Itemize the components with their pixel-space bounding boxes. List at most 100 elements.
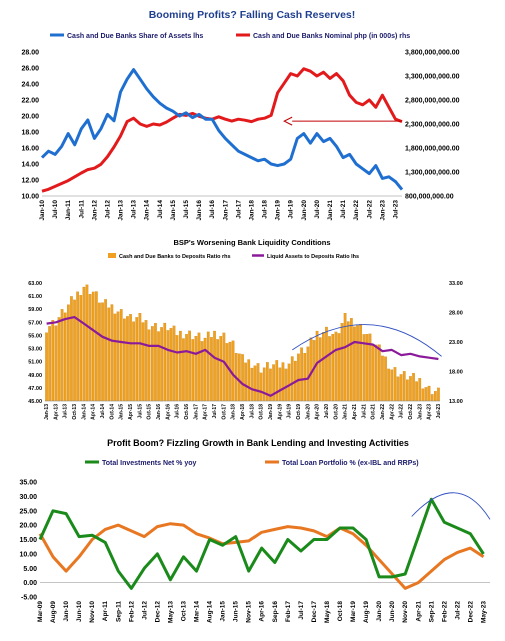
chart2-bar [374,344,378,402]
chart3-xtick: Jul-12 [141,601,148,620]
chart3-xtick: Dec-22 [467,601,474,623]
chart1-xtick: Jan-22 [353,200,360,221]
chart2-ytick-right: 33.00 [449,281,463,287]
chart1-xtick: Jan-12 [91,200,98,221]
chart1-legend-label-right: Cash and Due Banks Nominal php (in 000s)… [253,33,410,40]
chart2-xtick: Jul-15 [137,404,143,419]
chart3-xtick: Jan-20 [376,601,383,622]
chart3-xtick: Aug-14 [207,601,214,623]
chart3-xtick: Jan-10 [63,601,70,622]
chart2-xtick: Apr-15 [128,404,134,420]
chart1-xtick: Jul-21 [340,200,347,219]
chart2-bar [48,326,51,402]
chart3-xtick: May-23 [480,601,487,623]
chart2-bar [222,332,226,402]
chart2-bar [241,354,244,402]
chart2-bar [387,368,390,402]
chart3-xtick: Nov-15 [246,601,253,623]
chart2-bar [147,329,151,402]
chart1-xtick: Jan-10 [39,200,46,221]
chart3-xtick: Nov-20 [402,601,409,623]
chart2-xtick: Jul-21 [361,404,367,419]
chart2-bar [54,325,58,402]
chart2-bar [250,367,254,402]
chart3-xtick: Jun-20 [389,601,396,622]
chart1-xtick: Jan-11 [65,200,72,221]
chart2-bar [79,295,83,402]
chart2-bar [402,371,406,402]
chart2-bar [281,362,285,402]
chart3-xtick: Aug-19 [363,601,370,623]
chart3-ytick: 0.00 [23,580,37,587]
chart2-bar [396,376,400,402]
chart2-bar [132,321,135,402]
chart1-xtick: Jan-18 [248,200,255,221]
chart2-xtick: Jul-18 [249,404,255,419]
chart2-ytick-left: 51.00 [28,360,42,366]
chart2-bar [110,304,114,402]
chart2-bar [63,312,67,402]
chart2-xtick: Oct-15 [147,404,153,420]
chart2-bar [390,369,394,402]
chart2-bar [154,323,157,402]
chart1-xtick: Jan-14 [144,200,151,221]
chart2-bar [412,373,415,402]
chart2-ytick-right: 23.00 [449,340,463,346]
chart2-xtick: Oct-21 [371,404,377,420]
chart2-xtick: Jan-16 [156,404,162,420]
chart2-bar [182,338,185,402]
chart2-series-liquid-assets-line [46,316,439,397]
chart2-bar [306,346,310,402]
chart3-series-loans-line [38,522,485,590]
chart3-xtick: Jul-22 [454,601,461,620]
chart2-bar [126,316,129,402]
chart3-xtick: Feb-12 [128,601,135,622]
chart1-series-nominal-line [41,67,403,193]
chart2-xtick: Jul-14 [100,404,106,419]
chart2-xtick: Apr-14 [91,404,97,420]
chart2-legend-label-bars: Cash and Due Banks to Deposits Ratio rhs [119,254,231,260]
chart3-xtick: Jun-10 [76,601,83,622]
chart1-ytick-right: 1,300,000,000.00 [405,170,460,177]
chart2-ytick-right: 13.00 [449,399,463,405]
chart1-xtick: Jan-19 [275,200,282,221]
chart3-xtick: Aug-09 [50,601,57,623]
chart1-ytick-left: 14.00 [21,162,39,169]
chart3-xtick: Oct-18 [337,601,344,622]
chart3-ytick: -5.00 [21,595,37,602]
chart2-bar [356,325,359,402]
chart2-bar [353,326,356,402]
chart2-bar [262,367,266,402]
chart2-xtick: Jul-17 [212,404,218,419]
chart2-ytick-left: 63.00 [28,281,42,287]
chart2-bar [119,309,123,402]
chart2-bar [85,284,89,402]
chart1-xtick: Jul-18 [262,200,269,219]
chart2-bar [91,291,95,402]
chart1-ytick-left: 24.00 [21,82,39,89]
chart2-bar [340,323,344,402]
chart2-bar [287,363,291,402]
chart2-bar [322,332,325,402]
chart2-bar [213,330,216,402]
chart2-bar [430,394,434,402]
chart2-xtick: Jul-19 [287,404,293,419]
chart3-xtick: Mar-14 [194,601,201,622]
chart2-bar [371,345,375,402]
chart1-title: Booming Profits? Falling Cash Reserves! [149,9,356,21]
chart2-bar [399,374,403,402]
chart2-bar [197,332,201,402]
chart1-xtick: Jul-13 [131,200,138,219]
chart3-xtick: Dec-17 [311,601,318,623]
chart2-bar [160,327,163,402]
chart3-ytick: 25.00 [19,508,37,515]
chart3-xtick: Nov-10 [89,601,96,623]
chart2-xtick: Jul-20 [324,404,330,419]
chart1-ytick-left: 16.00 [21,146,39,153]
chart3-ytick: 15.00 [19,537,37,544]
chart1-xtick: Jul-19 [288,200,295,219]
chart2-bar [406,379,409,402]
chart2-bar [166,330,170,402]
chart2-bar [98,302,101,402]
chart1-xtick: Jul-10 [52,200,59,219]
